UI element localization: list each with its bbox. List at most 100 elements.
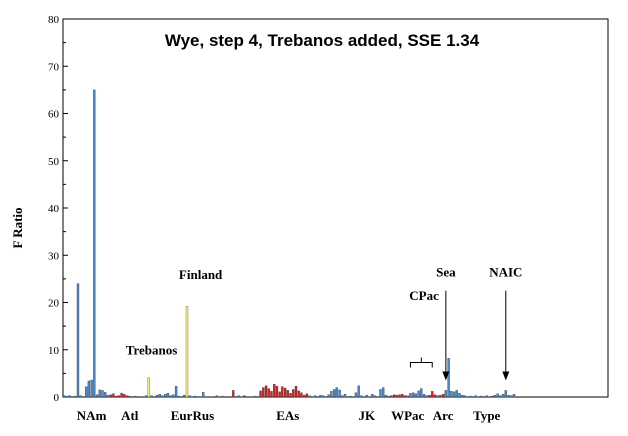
region-label: JK <box>359 408 377 423</box>
bar <box>125 395 129 398</box>
region-label: WPac <box>391 408 424 423</box>
bar <box>392 394 396 398</box>
bar <box>117 395 121 398</box>
bar <box>278 391 281 398</box>
bar <box>330 391 333 398</box>
bar <box>147 377 150 398</box>
bar <box>183 394 186 398</box>
annotation-label: CPac <box>409 288 439 303</box>
bar <box>512 394 516 398</box>
region-label: Type <box>473 408 500 423</box>
bar <box>458 393 461 398</box>
bar <box>193 395 197 398</box>
bar <box>444 390 448 398</box>
bar <box>95 394 99 398</box>
bar <box>349 395 352 398</box>
bar <box>259 390 262 398</box>
bar <box>270 391 273 398</box>
bar <box>185 306 189 398</box>
bar <box>128 395 131 398</box>
bar <box>433 394 437 398</box>
bar <box>63 395 66 398</box>
annotation-arrow-head <box>442 371 450 381</box>
chart-title: Wye, step 4, Trebanos added, SSE 1.34 <box>165 31 480 50</box>
bar <box>417 390 420 398</box>
bar <box>166 393 170 398</box>
bar <box>164 394 167 398</box>
bar <box>447 358 450 398</box>
bar <box>420 388 423 398</box>
bar <box>101 390 104 398</box>
bar <box>120 393 123 398</box>
bar <box>286 390 289 398</box>
bar <box>202 392 205 398</box>
bar <box>174 385 178 398</box>
region-label: Atl <box>121 408 139 423</box>
bar <box>76 283 80 398</box>
bar <box>300 392 303 398</box>
bar <box>302 394 306 398</box>
bar <box>114 395 118 398</box>
bar <box>499 395 502 398</box>
bar <box>177 395 180 398</box>
bar <box>382 387 385 398</box>
bars <box>63 89 516 398</box>
bar <box>439 394 442 398</box>
y-tick-label: 10 <box>48 345 60 357</box>
bar <box>319 394 322 398</box>
bar <box>357 385 360 398</box>
bar <box>452 391 456 398</box>
bar <box>294 385 298 398</box>
y-tick-label: 60 <box>48 109 60 121</box>
bar <box>155 394 159 398</box>
bar <box>354 392 358 398</box>
bar <box>93 89 96 398</box>
bar <box>504 390 507 398</box>
bar <box>403 395 407 398</box>
bar <box>507 394 510 398</box>
bar <box>411 392 415 398</box>
bar <box>510 395 513 398</box>
bar <box>335 387 339 398</box>
bar <box>387 395 390 398</box>
bar <box>161 395 164 398</box>
annotation-arrow-head <box>502 371 510 381</box>
bar <box>90 379 93 398</box>
bar <box>281 386 284 398</box>
bar <box>422 394 426 398</box>
labels: NAm Atl Eur Rus EAs JK WPac Arc Type Trebanos Finl… <box>77 265 523 423</box>
bar <box>267 388 270 398</box>
bar <box>79 395 82 398</box>
bar <box>98 389 101 398</box>
region-label: Rus <box>192 408 214 423</box>
bar <box>112 393 115 398</box>
bar <box>450 391 453 398</box>
bar <box>65 395 69 398</box>
bar <box>360 395 363 398</box>
bar <box>134 395 137 398</box>
bar <box>305 393 309 398</box>
bar <box>455 390 458 398</box>
bar <box>327 394 330 398</box>
bar <box>313 395 317 398</box>
bar <box>243 395 246 398</box>
bar <box>297 390 300 398</box>
region-label: NAm <box>77 408 107 423</box>
region-label: EAs <box>276 408 299 423</box>
bar <box>232 390 235 398</box>
bar <box>264 385 268 398</box>
annotation-label: Sea <box>436 265 456 280</box>
bar <box>373 395 377 398</box>
bar <box>172 394 175 398</box>
bar <box>341 395 344 398</box>
bar <box>104 392 107 398</box>
bar <box>401 394 404 398</box>
y-axis-label: F Ratio <box>10 207 25 248</box>
bar <box>87 380 91 398</box>
bar <box>332 389 336 398</box>
bar <box>485 395 488 398</box>
bar <box>501 394 505 398</box>
bar <box>106 394 110 398</box>
bar <box>496 393 499 398</box>
